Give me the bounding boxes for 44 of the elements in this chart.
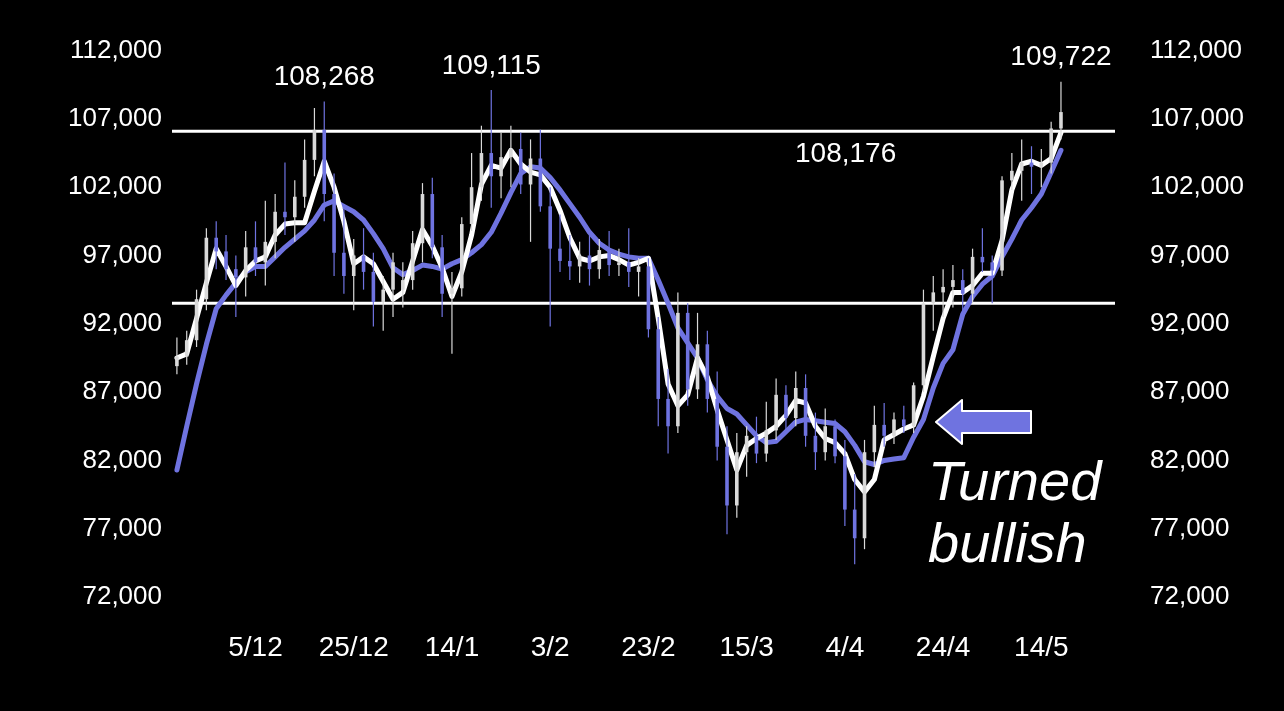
x-tick-label: 5/12 bbox=[228, 630, 283, 662]
annotation: Turned bullish bbox=[928, 449, 1104, 574]
x-tick-label: 25/12 bbox=[318, 630, 389, 662]
y2-tick-label: 97,000 bbox=[1150, 238, 1230, 269]
y-tick-label: 77,000 bbox=[82, 511, 162, 542]
candlestick bbox=[499, 132, 503, 199]
candlestick bbox=[1059, 81, 1063, 140]
x-tick-label: 23/2 bbox=[621, 630, 676, 662]
annotation: 109,115 bbox=[441, 48, 541, 80]
annotation: 109,722 bbox=[1010, 40, 1112, 72]
candlestick bbox=[283, 162, 287, 236]
candlestick bbox=[450, 271, 454, 354]
x-tick-label: 15/3 bbox=[719, 630, 774, 662]
y-tick-label: 82,000 bbox=[82, 443, 162, 474]
y-tick-label: 102,000 bbox=[68, 170, 162, 201]
y2-tick-label: 82,000 bbox=[1150, 443, 1230, 474]
y-tick-label: 87,000 bbox=[82, 375, 162, 406]
candlestick bbox=[941, 269, 945, 317]
candlestick bbox=[391, 252, 395, 317]
candlestick bbox=[951, 265, 955, 308]
candlestick bbox=[224, 235, 228, 281]
y2-tick-label: 72,000 bbox=[1150, 580, 1230, 611]
x-tick-label: 24/4 bbox=[915, 630, 971, 662]
y-tick-label: 92,000 bbox=[82, 306, 162, 337]
candlestick bbox=[558, 214, 562, 272]
y-tick-label: 72,000 bbox=[82, 580, 162, 611]
candlestick bbox=[175, 337, 179, 375]
annotation: 108,176 bbox=[795, 137, 897, 169]
y2-tick-label: 112,000 bbox=[1150, 33, 1243, 64]
y2-tick-label: 107,000 bbox=[1150, 102, 1244, 133]
y2-tick-label: 77,000 bbox=[1150, 511, 1230, 542]
candlestick bbox=[617, 248, 621, 276]
y-tick-label: 112,000 bbox=[69, 33, 162, 64]
y-tick-label: 97,000 bbox=[82, 238, 162, 269]
x-tick-label: 14/5 bbox=[1014, 630, 1069, 662]
annotation: 108,268 bbox=[273, 60, 375, 92]
x-tick-label: 4/4 bbox=[825, 630, 865, 662]
y2-tick-label: 92,000 bbox=[1150, 306, 1230, 337]
y2-tick-label: 87,000 bbox=[1150, 375, 1230, 406]
y2-tick-label: 102,000 bbox=[1150, 170, 1244, 201]
x-tick-label: 3/2 bbox=[530, 630, 570, 662]
x-tick-label: 14/1 bbox=[424, 630, 480, 662]
candlestick bbox=[666, 368, 670, 454]
y-tick-label: 107,000 bbox=[68, 102, 162, 133]
